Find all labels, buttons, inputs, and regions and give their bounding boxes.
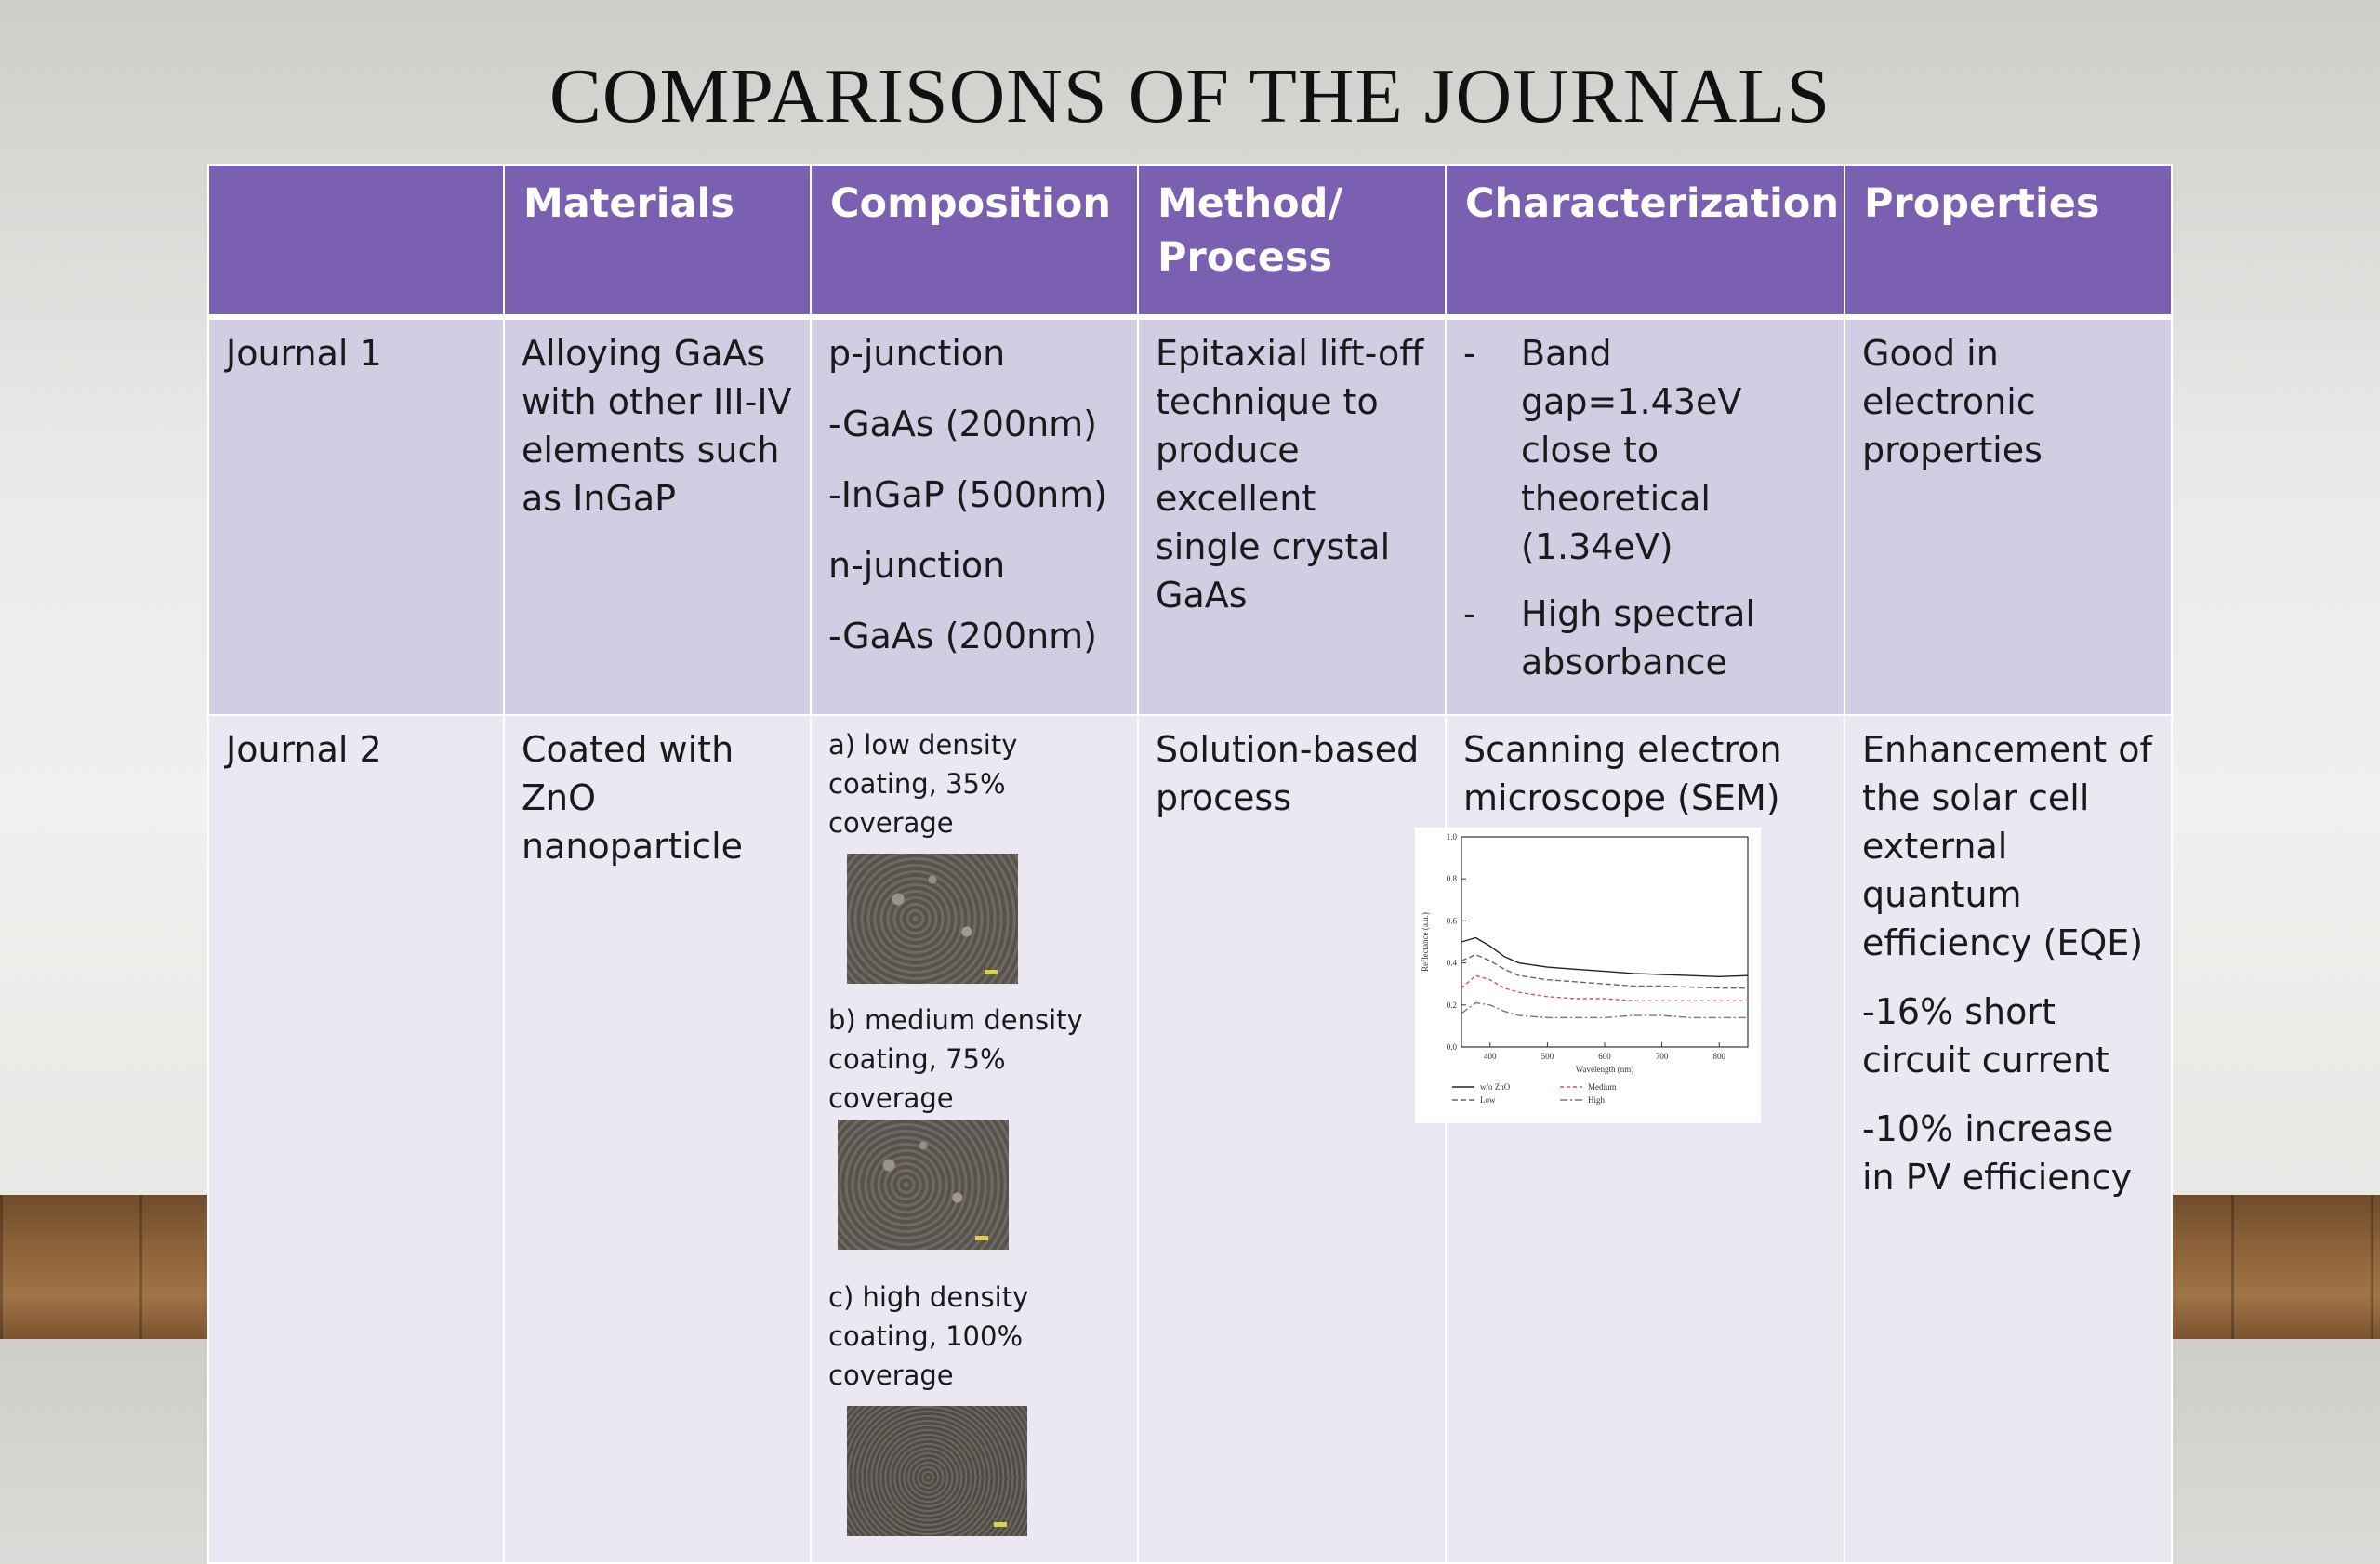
y-tick-label: 0.8 bbox=[1447, 874, 1458, 883]
method-cell: Solution-based process bbox=[1137, 714, 1447, 1564]
composition-cell: p-junction -GaAs (200nm) -InGaP (500nm) … bbox=[810, 316, 1139, 716]
properties-line: Enhancement of the solar cell external q… bbox=[1862, 729, 2152, 963]
scale-bar bbox=[985, 970, 998, 974]
sem-image-low-density bbox=[847, 854, 1018, 984]
header-blank bbox=[207, 164, 505, 320]
table-row-journal-2: Journal 2 Coated with ZnO nanoparticle a… bbox=[207, 714, 2173, 1564]
properties-line: -16% short circuit current bbox=[1862, 991, 2109, 1080]
header-properties: Properties bbox=[1844, 164, 2173, 320]
legend-label: w/o ZnO bbox=[1480, 1082, 1511, 1092]
table-row-journal-1: Journal 1 Alloying GaAs with other III-I… bbox=[207, 316, 2173, 716]
composition-line: p-junction bbox=[828, 333, 1006, 374]
coating-caption: c) high density coating, 100% coverage bbox=[828, 1281, 1029, 1391]
x-tick-label: 400 bbox=[1484, 1052, 1497, 1061]
bullet-text: Band gap=1.43eV close to theoretical (1.… bbox=[1521, 333, 1742, 567]
x-axis-label: Wavelength (nm) bbox=[1576, 1065, 1634, 1074]
properties-cell: Good in electronic properties bbox=[1844, 316, 2173, 716]
header-method: Method/ Process bbox=[1137, 164, 1447, 320]
characterization-cell: - Band gap=1.43eV close to theoretical (… bbox=[1445, 316, 1845, 716]
characterization-cell: Scanning electron microscope (SEM) 0.0 0.… bbox=[1415, 714, 1845, 1564]
materials-cell: Alloying GaAs with other III-IV elements… bbox=[503, 316, 812, 716]
characterization-bullet: - Band gap=1.43eV close to theoretical (… bbox=[1463, 329, 1827, 571]
composition-line: -GaAs (200nm) bbox=[828, 404, 1097, 444]
header-materials: Materials bbox=[503, 164, 812, 320]
properties-line: -10% increase in PV efficiency bbox=[1862, 1108, 2133, 1198]
x-tick-label: 800 bbox=[1712, 1052, 1726, 1061]
composition-line: -InGaP (500nm) bbox=[828, 474, 1108, 515]
bullet-dash: - bbox=[1463, 593, 1476, 634]
x-tick-label: 500 bbox=[1541, 1052, 1554, 1061]
journal-label: Journal 2 bbox=[207, 714, 505, 1564]
characterization-bullet: - High spectral absorbance bbox=[1463, 590, 1827, 686]
y-axis-label: Reflectance (a.u.) bbox=[1421, 912, 1430, 972]
journal-label: Journal 1 bbox=[207, 316, 505, 716]
header-characterization: Characterization bbox=[1445, 164, 1845, 320]
header-row: Materials Composition Method/ Process Ch… bbox=[207, 164, 2173, 320]
legend-label: High bbox=[1588, 1095, 1606, 1105]
bullet-text: High spectral absorbance bbox=[1521, 593, 1755, 683]
composition-line: -GaAs (200nm) bbox=[828, 616, 1097, 656]
coating-caption: a) low density coating, 35% coverage bbox=[828, 729, 1018, 839]
legend-label: Low bbox=[1480, 1095, 1496, 1105]
materials-cell: Coated with ZnO nanoparticle bbox=[503, 714, 812, 1564]
legend-label: Medium bbox=[1588, 1082, 1617, 1092]
series-line-low bbox=[1461, 953, 1748, 989]
reflectance-chart-svg: 0.0 0.2 0.4 0.6 0.8 1.0 400 500 600 700 800 Wavelen… bbox=[1421, 832, 1749, 1105]
scale-bar bbox=[994, 1522, 1007, 1527]
series-line-w-o-zno bbox=[1461, 936, 1749, 978]
method-cell: Epitaxial lift-off technique to produce … bbox=[1137, 316, 1447, 716]
x-tick-label: 600 bbox=[1598, 1052, 1611, 1061]
comparison-table: Materials Composition Method/ Process Ch… bbox=[207, 164, 2173, 1564]
scale-bar bbox=[975, 1236, 988, 1240]
characterization-text: Scanning electron microscope (SEM) bbox=[1463, 729, 1782, 818]
series-line-high bbox=[1461, 1001, 1748, 1019]
page-title: COMPARISONS OF THE JOURNALS bbox=[549, 53, 1831, 139]
y-tick-label: 0.6 bbox=[1447, 916, 1458, 925]
properties-cell: Enhancement of the solar cell external q… bbox=[1844, 714, 2173, 1564]
composition-cell: a) low density coating, 35% coverage b) … bbox=[810, 714, 1139, 1564]
y-tick-label: 0.4 bbox=[1447, 959, 1458, 968]
x-tick-label: 700 bbox=[1656, 1052, 1669, 1061]
composition-line: n-junction bbox=[828, 545, 1006, 586]
sem-image-medium-density bbox=[838, 1120, 1009, 1250]
header-composition: Composition bbox=[810, 164, 1139, 320]
reflectance-chart: 0.0 0.2 0.4 0.6 0.8 1.0 400 500 600 700 800 Wavelen… bbox=[1415, 828, 1761, 1123]
y-tick-label: 0.0 bbox=[1447, 1042, 1458, 1052]
y-tick-label: 0.2 bbox=[1447, 1001, 1457, 1010]
plot-frame bbox=[1461, 836, 1749, 1048]
sem-image-high-density bbox=[847, 1406, 1027, 1536]
coating-caption: b) medium density coating, 75% coverage bbox=[828, 1004, 1083, 1114]
bullet-dash: - bbox=[1463, 333, 1476, 374]
series-line-medium bbox=[1461, 974, 1748, 1002]
y-tick-label: 1.0 bbox=[1447, 832, 1458, 842]
